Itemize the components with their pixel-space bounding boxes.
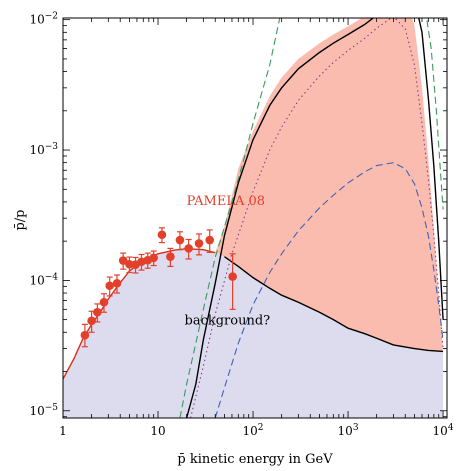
data-point — [175, 235, 185, 245]
blue-dashed-line — [214, 162, 444, 418]
data-point — [166, 252, 175, 261]
data-point — [149, 253, 158, 263]
data-point — [87, 316, 96, 326]
data-point — [125, 259, 134, 269]
data-point — [105, 281, 114, 291]
green-dashed-line — [179, 18, 281, 418]
data-point — [93, 307, 102, 317]
green-dashed-right-line — [426, 18, 444, 210]
data-point — [80, 330, 90, 340]
data-point — [112, 279, 122, 288]
x-tick-label: 1 — [59, 424, 67, 438]
annotation-label: PAMELA 08 — [187, 194, 265, 209]
background-curve-line — [224, 256, 444, 353]
data-point — [157, 230, 167, 240]
y-axis-label: p̄/p — [13, 209, 28, 230]
total-curve-line — [185, 18, 444, 418]
data-point — [194, 239, 204, 248]
x-tick-label: 10 — [150, 424, 165, 438]
data-point — [228, 272, 237, 281]
data-point — [99, 297, 109, 307]
curve-lines — [63, 18, 444, 418]
background-band — [63, 248, 444, 418]
data-point — [118, 256, 128, 265]
annotation-label: background? — [185, 313, 271, 328]
data-point — [205, 235, 215, 245]
data-points — [80, 227, 237, 348]
data-point — [184, 244, 193, 253]
x-axis-label: p̄ kinetic energy in GeV — [177, 452, 333, 467]
axis-ticks — [62, 18, 447, 418]
annotations: PAMELA 08 background? — [185, 194, 271, 329]
